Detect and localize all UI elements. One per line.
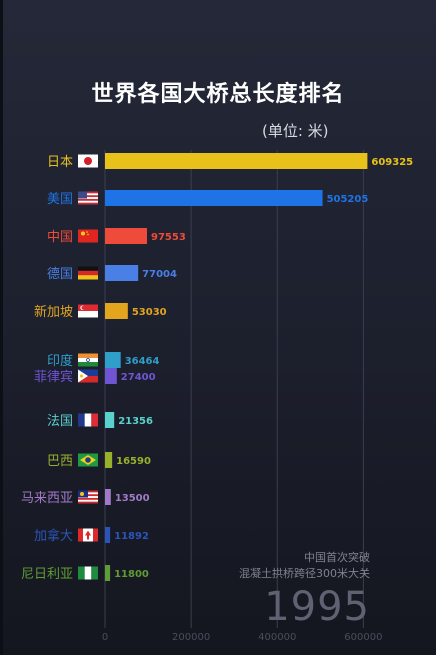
value-label: 11800 [114, 569, 149, 580]
bar [105, 527, 111, 543]
unit-label: (单位: 米) [262, 122, 329, 140]
value-label: 36464 [125, 356, 160, 367]
left-edge-bar [0, 0, 3, 655]
canada-flag [78, 528, 98, 542]
bar [105, 265, 139, 281]
category-label: 新加坡 [34, 304, 73, 320]
bar [105, 368, 117, 384]
bar [105, 303, 128, 319]
value-label: 27400 [121, 372, 156, 383]
bar [105, 228, 148, 244]
value-label: 21356 [118, 416, 153, 427]
value-label: 11892 [114, 531, 149, 542]
value-label: 77004 [142, 269, 177, 280]
bar [105, 153, 368, 169]
india-flag [78, 353, 98, 367]
bar [105, 190, 323, 206]
category-label: 法国 [47, 414, 73, 429]
japan-flag [78, 154, 98, 168]
category-label: 菲律宾 [34, 369, 73, 385]
france-flag [78, 413, 98, 427]
x-tick-label: 400000 [258, 632, 296, 643]
philippines-flag [78, 369, 98, 383]
brazil-flag [78, 453, 98, 467]
chart-title: 世界各国大桥总长度排名 [91, 82, 345, 107]
bar [105, 565, 111, 581]
malaysia-flag [78, 490, 98, 504]
value-label: 53030 [132, 307, 167, 318]
value-label: 16590 [116, 456, 151, 467]
singapore-flag [78, 304, 98, 318]
category-label: 印度 [47, 353, 73, 369]
bar [105, 452, 113, 468]
category-label: 马来西亚 [21, 491, 73, 506]
category-label: 加拿大 [34, 528, 73, 544]
category-label: 美国 [47, 192, 73, 207]
category-label: 日本 [47, 155, 73, 170]
category-label: 德国 [47, 267, 73, 282]
category-label: 巴西 [47, 454, 73, 469]
value-label: 609325 [371, 157, 413, 168]
value-label: 13500 [115, 493, 150, 504]
annotation-line-1: 中国首次突破 [304, 551, 370, 564]
bar [105, 489, 111, 505]
value-label: 97553 [151, 232, 186, 243]
x-tick-label: 600000 [344, 632, 382, 643]
germany-flag [78, 266, 98, 280]
x-tick-label: 200000 [172, 632, 210, 643]
year-label: 1995 [264, 584, 370, 630]
china-flag [78, 229, 98, 243]
x-tick-label: 0 [102, 632, 108, 643]
nigeria-flag [78, 566, 98, 580]
bar [105, 352, 121, 368]
annotation-line-2: 混凝土拱桥跨径300米大关 [239, 567, 370, 580]
usa-flag [78, 191, 98, 205]
category-label: 尼日利亚 [21, 567, 73, 582]
value-label: 505205 [327, 194, 369, 205]
bar [105, 412, 115, 428]
category-label: 中国 [47, 230, 73, 245]
